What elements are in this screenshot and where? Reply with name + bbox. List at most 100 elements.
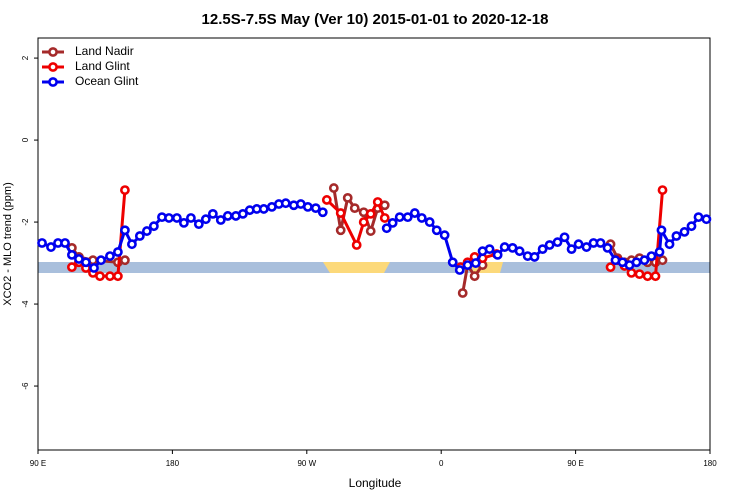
legend-label: Land Nadir bbox=[75, 44, 134, 58]
data-point bbox=[193, 219, 204, 230]
y-tick-label: -2 bbox=[21, 218, 30, 226]
data-point bbox=[484, 244, 495, 255]
legend-marker bbox=[48, 47, 58, 57]
data-point bbox=[447, 257, 458, 268]
data-point bbox=[457, 288, 468, 298]
data-point bbox=[237, 208, 248, 219]
data-point bbox=[317, 207, 328, 218]
data-point bbox=[321, 195, 332, 205]
data-point bbox=[462, 260, 473, 271]
data-point bbox=[402, 212, 413, 223]
x-tick-label: 90 W bbox=[297, 459, 316, 468]
x-tick-label: 90 E bbox=[30, 459, 46, 468]
data-point bbox=[552, 237, 563, 248]
y-tick-label: 2 bbox=[21, 55, 30, 60]
y-tick-label: 0 bbox=[21, 137, 30, 142]
data-point bbox=[469, 271, 480, 282]
data-point bbox=[335, 225, 346, 236]
data-point bbox=[470, 258, 481, 268]
data-point bbox=[215, 215, 226, 225]
data-point bbox=[650, 271, 661, 282]
data-point bbox=[171, 213, 182, 223]
data-point bbox=[280, 198, 291, 209]
data-point bbox=[439, 230, 450, 241]
data-point bbox=[573, 239, 584, 250]
series bbox=[66, 185, 668, 282]
data-point bbox=[66, 262, 77, 273]
data-point bbox=[186, 213, 196, 223]
data-point bbox=[701, 214, 712, 225]
x-tick-label: 0 bbox=[439, 459, 444, 468]
data-point bbox=[335, 208, 346, 218]
data-point bbox=[120, 225, 130, 236]
data-point bbox=[639, 255, 650, 266]
legend-marker bbox=[48, 62, 58, 72]
data-point bbox=[537, 244, 548, 255]
data-point bbox=[200, 214, 211, 225]
series bbox=[37, 198, 712, 275]
data-point bbox=[454, 265, 465, 275]
x-tick-label: 180 bbox=[703, 459, 717, 468]
data-point bbox=[634, 269, 645, 280]
data-point bbox=[207, 208, 218, 219]
chart-title: 12.5S-7.5S May (Ver 10) 2015-01-01 to 20… bbox=[202, 11, 549, 28]
data-point bbox=[409, 208, 420, 218]
data-point bbox=[514, 246, 525, 257]
data-point bbox=[328, 183, 339, 193]
data-point bbox=[654, 247, 665, 257]
x-tick-label: 90 E bbox=[567, 459, 583, 468]
data-point bbox=[164, 213, 174, 223]
data-point bbox=[566, 244, 577, 255]
data-point bbox=[81, 257, 91, 268]
data-point bbox=[37, 238, 47, 248]
y-tick-label: -4 bbox=[21, 300, 30, 308]
data-point bbox=[89, 263, 99, 273]
legend-label: Ocean Glint bbox=[75, 74, 139, 88]
data-point bbox=[258, 204, 269, 214]
data-point bbox=[679, 227, 690, 237]
data-point bbox=[646, 251, 657, 261]
data-point bbox=[105, 251, 115, 261]
data-point bbox=[499, 242, 510, 252]
data-point bbox=[544, 240, 555, 250]
data-point bbox=[342, 192, 353, 203]
data-point bbox=[387, 217, 398, 228]
data-point bbox=[112, 247, 123, 257]
legend-marker bbox=[48, 77, 58, 87]
data-point bbox=[492, 249, 503, 260]
data-point bbox=[416, 213, 427, 223]
data-point bbox=[141, 226, 152, 236]
data-point bbox=[120, 255, 130, 266]
x-axis-label: Longitude bbox=[349, 476, 402, 490]
data-point bbox=[46, 242, 56, 252]
data-point bbox=[656, 225, 667, 236]
data-point bbox=[379, 213, 390, 223]
data-point bbox=[365, 208, 376, 219]
data-point bbox=[302, 201, 313, 212]
data-point bbox=[95, 271, 105, 282]
data-point bbox=[657, 185, 668, 195]
data-point bbox=[581, 242, 592, 252]
data-point bbox=[381, 223, 392, 234]
data-point bbox=[358, 217, 369, 227]
data-point bbox=[602, 242, 613, 253]
data-point bbox=[105, 271, 115, 282]
data-point bbox=[351, 240, 362, 250]
data-point bbox=[657, 255, 668, 266]
data-point bbox=[120, 185, 130, 195]
data-point bbox=[222, 211, 233, 221]
data-point bbox=[686, 221, 697, 232]
data-point bbox=[60, 238, 70, 248]
data-point bbox=[529, 252, 540, 262]
data-point bbox=[559, 232, 570, 243]
data-point bbox=[148, 221, 159, 232]
y-axis-label: XCO2 - MLO trend (ppm) bbox=[2, 182, 14, 305]
data-point bbox=[178, 217, 189, 228]
data-point bbox=[671, 231, 682, 241]
data-point bbox=[664, 239, 675, 250]
data-point bbox=[372, 197, 383, 207]
data-point bbox=[349, 203, 360, 214]
data-point bbox=[127, 239, 137, 250]
